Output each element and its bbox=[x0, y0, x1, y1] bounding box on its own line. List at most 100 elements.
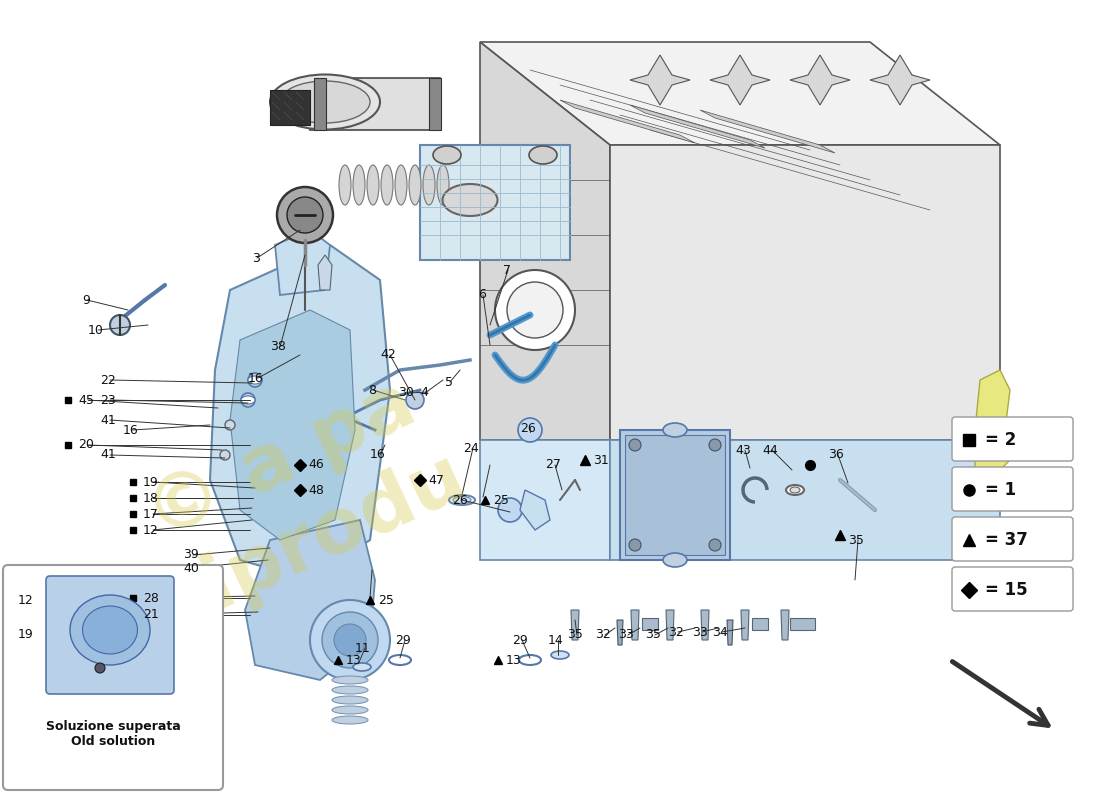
Polygon shape bbox=[420, 145, 570, 260]
Text: 5: 5 bbox=[446, 375, 453, 389]
Text: 29: 29 bbox=[395, 634, 410, 646]
Polygon shape bbox=[727, 620, 733, 645]
Circle shape bbox=[287, 197, 323, 233]
Text: 21: 21 bbox=[143, 609, 158, 622]
Polygon shape bbox=[617, 620, 623, 645]
Ellipse shape bbox=[248, 376, 262, 384]
Circle shape bbox=[241, 393, 255, 407]
Polygon shape bbox=[975, 370, 1010, 440]
Ellipse shape bbox=[332, 716, 368, 724]
Ellipse shape bbox=[437, 165, 449, 205]
Polygon shape bbox=[245, 520, 375, 680]
Text: 7: 7 bbox=[503, 263, 512, 277]
Circle shape bbox=[710, 439, 720, 451]
Text: 26: 26 bbox=[520, 422, 536, 434]
Polygon shape bbox=[631, 610, 639, 640]
Circle shape bbox=[220, 450, 230, 460]
Text: 33: 33 bbox=[618, 629, 634, 642]
Text: 43: 43 bbox=[735, 443, 750, 457]
Polygon shape bbox=[210, 245, 390, 580]
Circle shape bbox=[95, 663, 104, 673]
Text: 35: 35 bbox=[848, 534, 864, 546]
Text: 26: 26 bbox=[452, 494, 468, 506]
Text: = 2: = 2 bbox=[984, 431, 1016, 449]
Ellipse shape bbox=[663, 553, 688, 567]
Polygon shape bbox=[620, 430, 730, 560]
Bar bbox=[429, 78, 441, 130]
Text: 10: 10 bbox=[88, 323, 103, 337]
Text: 41: 41 bbox=[100, 414, 116, 426]
Text: 34: 34 bbox=[712, 626, 728, 638]
Polygon shape bbox=[701, 610, 710, 640]
Polygon shape bbox=[310, 78, 440, 130]
Ellipse shape bbox=[381, 165, 393, 205]
Ellipse shape bbox=[353, 165, 365, 205]
Text: 33: 33 bbox=[692, 626, 707, 638]
Text: 11: 11 bbox=[355, 642, 371, 654]
Text: 20: 20 bbox=[78, 438, 94, 451]
Text: 17: 17 bbox=[143, 507, 158, 521]
Circle shape bbox=[334, 624, 366, 656]
FancyBboxPatch shape bbox=[952, 567, 1072, 611]
Text: 22: 22 bbox=[100, 374, 116, 386]
Polygon shape bbox=[520, 490, 550, 530]
Text: 48: 48 bbox=[308, 483, 323, 497]
Text: 31: 31 bbox=[593, 454, 608, 466]
Ellipse shape bbox=[424, 165, 434, 205]
Circle shape bbox=[406, 391, 424, 409]
Text: 16: 16 bbox=[248, 371, 264, 385]
Text: © a pa
riprodu: © a pa riprodu bbox=[122, 361, 477, 639]
Text: Soluzione superata
Old solution: Soluzione superata Old solution bbox=[45, 720, 180, 748]
Text: 30: 30 bbox=[398, 386, 414, 399]
Ellipse shape bbox=[241, 396, 255, 404]
Polygon shape bbox=[790, 618, 815, 630]
Circle shape bbox=[495, 270, 575, 350]
Text: 12: 12 bbox=[143, 523, 158, 537]
Ellipse shape bbox=[280, 81, 370, 123]
Ellipse shape bbox=[442, 184, 497, 216]
Ellipse shape bbox=[332, 696, 368, 704]
Text: 35: 35 bbox=[566, 629, 583, 642]
Ellipse shape bbox=[395, 165, 407, 205]
Text: 47: 47 bbox=[428, 474, 444, 486]
Text: 25: 25 bbox=[378, 594, 394, 606]
Circle shape bbox=[710, 539, 720, 551]
Polygon shape bbox=[630, 55, 690, 105]
Text: 6: 6 bbox=[478, 289, 486, 302]
Circle shape bbox=[629, 439, 641, 451]
Ellipse shape bbox=[82, 606, 138, 654]
Text: 40: 40 bbox=[183, 562, 199, 574]
Text: 9: 9 bbox=[82, 294, 90, 306]
Ellipse shape bbox=[453, 497, 471, 503]
Ellipse shape bbox=[389, 655, 411, 665]
Polygon shape bbox=[630, 105, 764, 148]
Polygon shape bbox=[666, 610, 674, 640]
Circle shape bbox=[110, 315, 130, 335]
Text: 27: 27 bbox=[544, 458, 561, 471]
Text: 38: 38 bbox=[270, 341, 286, 354]
Ellipse shape bbox=[353, 663, 371, 671]
Ellipse shape bbox=[786, 485, 804, 495]
Polygon shape bbox=[480, 440, 611, 560]
Ellipse shape bbox=[519, 655, 541, 665]
Polygon shape bbox=[790, 55, 850, 105]
Circle shape bbox=[226, 420, 235, 430]
Text: = 37: = 37 bbox=[984, 531, 1027, 549]
Ellipse shape bbox=[70, 595, 150, 665]
Text: 4: 4 bbox=[420, 386, 428, 399]
Text: 45: 45 bbox=[78, 394, 94, 406]
Polygon shape bbox=[610, 440, 1000, 560]
Ellipse shape bbox=[332, 676, 368, 684]
Text: 32: 32 bbox=[668, 626, 684, 638]
Polygon shape bbox=[610, 145, 1000, 440]
Polygon shape bbox=[741, 610, 749, 640]
Text: 44: 44 bbox=[762, 443, 778, 457]
Circle shape bbox=[322, 612, 378, 668]
Text: 16: 16 bbox=[123, 423, 139, 437]
Text: 3: 3 bbox=[252, 251, 260, 265]
FancyBboxPatch shape bbox=[46, 576, 174, 694]
Text: 41: 41 bbox=[100, 449, 116, 462]
Circle shape bbox=[507, 282, 563, 338]
Polygon shape bbox=[318, 640, 382, 665]
Text: = 1: = 1 bbox=[984, 481, 1016, 499]
